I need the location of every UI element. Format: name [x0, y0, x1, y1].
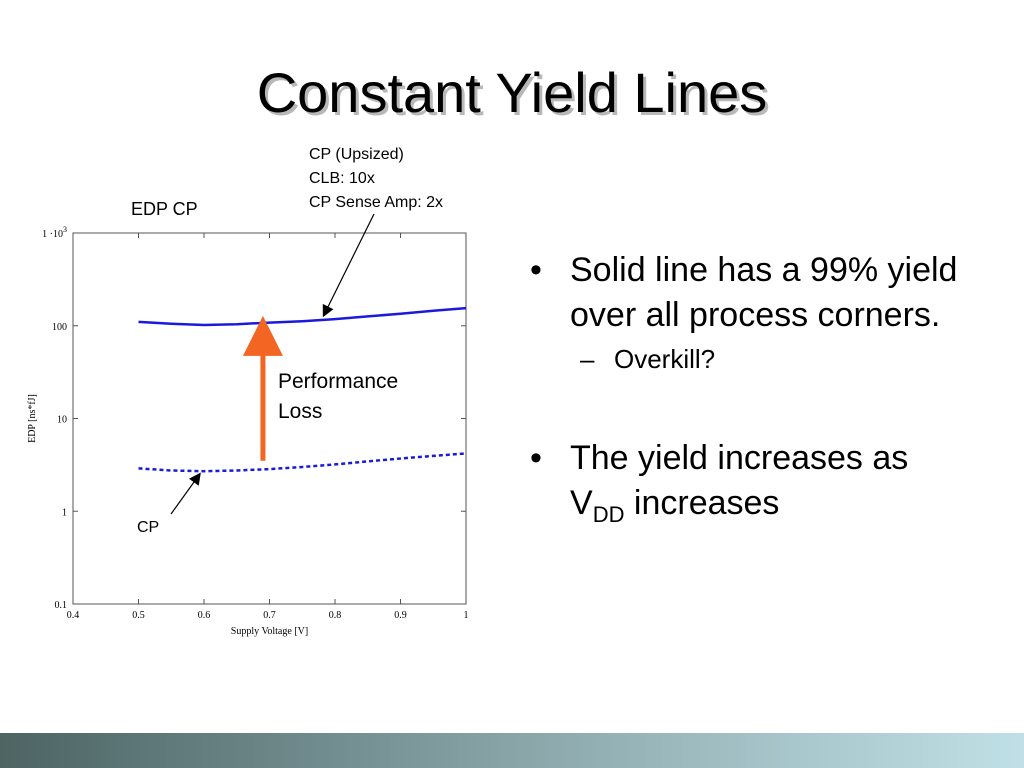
y-tick-label: 1 — [62, 507, 67, 518]
y-tick-label: 10 — [57, 415, 67, 426]
bullet-glyph: • — [530, 251, 542, 289]
bullet-item: • Solid line has a 99% yield over all pr… — [530, 248, 970, 338]
y-tick-label: 0.1 — [55, 600, 68, 611]
performance-label-line: Performance — [278, 370, 399, 393]
bullet-list: • Solid line has a 99% yield over all pr… — [530, 248, 970, 537]
slide-title: Constant Yield Lines — [256, 61, 768, 124]
cp-dashed-line — [138, 452, 467, 473]
x-tick-label: 0.8 — [329, 610, 342, 621]
plot-frame — [72, 232, 467, 605]
performance-label-line: Loss — [278, 400, 323, 423]
y-tick-label: 100 — [52, 322, 67, 333]
bullet-text: Solid line has a 99% yield over all proc… — [570, 251, 958, 334]
bullet-text-subscript: DD — [592, 501, 625, 527]
upsized-callout: CP (Upsized) CLB: 10x CP Sense Amp: 2x — [309, 143, 443, 215]
x-tick-label: 0.7 — [263, 610, 276, 621]
x-tick-label: 1 — [464, 610, 469, 621]
cp-label: CP — [137, 519, 160, 536]
cp-upsized-solid-line — [138, 306, 467, 327]
callout-line: CP Sense Amp: 2x — [309, 194, 443, 211]
bullet-text-prefix: The yield increases as V — [570, 439, 909, 522]
cp-pointer-arrow — [170, 472, 201, 515]
x-tick-label: 0.6 — [198, 610, 211, 621]
x-axis-label: Supply Voltage [V] — [231, 626, 308, 637]
performance-loss-label: Performance Loss — [278, 367, 398, 427]
sub-bullet-glyph: – — [580, 344, 595, 374]
figure-label: EDP CP — [131, 199, 198, 219]
sub-bullet-item: – Overkill? — [530, 340, 970, 378]
sub-bullet-text: Overkill? — [614, 344, 716, 374]
callout-line: CP (Upsized) — [309, 146, 404, 163]
footer-gradient-bar — [0, 733, 1024, 768]
y-tick-label-exponent: 3 — [63, 225, 67, 234]
y-axis-label: EDP [ns*fJ] — [27, 394, 38, 443]
callout-pointer-arrow — [322, 213, 375, 318]
x-tick-label: 0.9 — [394, 610, 407, 621]
y-tick-label: 1 ·103 — [42, 225, 67, 240]
bullet-glyph: • — [530, 439, 542, 477]
x-tick-label: 0.4 — [67, 610, 80, 621]
callout-line: CLB: 10x — [309, 170, 375, 187]
bullet-text-suffix: increases — [624, 484, 780, 522]
x-tick-label: 0.5 — [132, 610, 145, 621]
bullet-item: • The yield increases as VDD increases — [530, 436, 970, 537]
